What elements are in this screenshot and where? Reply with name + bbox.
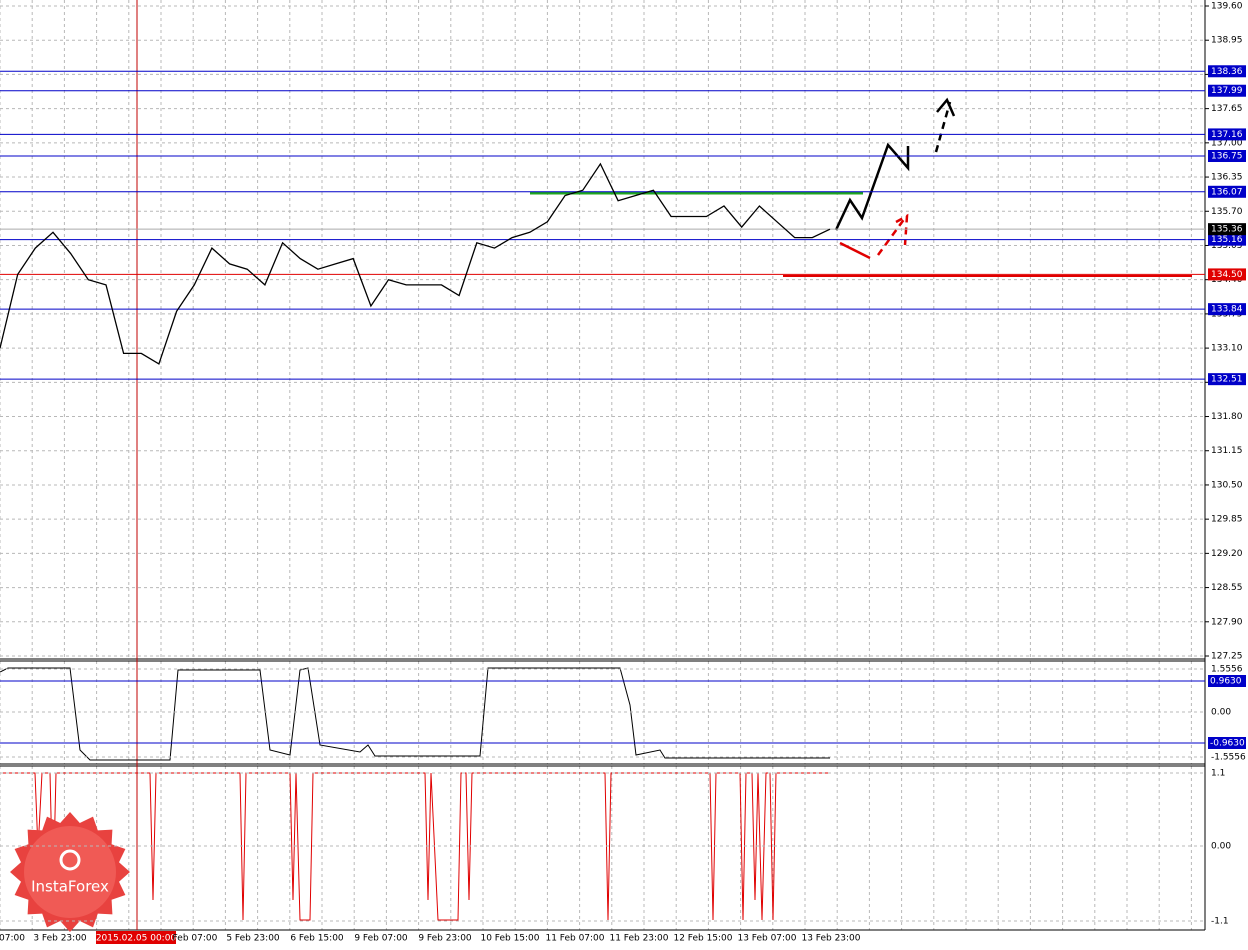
price-tick-label: 127.25 — [1211, 652, 1243, 662]
level-label: 137.99 — [1211, 86, 1243, 96]
level-label-box — [1208, 185, 1246, 198]
time-marker-box — [96, 931, 176, 944]
level-label: 134.50 — [1211, 270, 1243, 280]
level-label-box — [1208, 373, 1246, 386]
current-price-label: 135.36 — [1211, 225, 1243, 235]
level-label: 136.07 — [1211, 187, 1243, 197]
arrow-head — [895, 213, 909, 246]
indicator-level-label: 0.9630 — [1210, 677, 1242, 687]
arrow-head — [936, 97, 956, 117]
logo: InstaForex — [10, 812, 130, 932]
level-label-box — [1208, 737, 1246, 749]
indicator-tick-label: -1.5556 — [1211, 753, 1246, 763]
price-tick-label: 138.95 — [1211, 36, 1243, 46]
indicator1-line — [0, 667, 830, 761]
time-label: 07:00 — [0, 934, 25, 944]
level-label: 133.84 — [1211, 305, 1243, 315]
price-tick-label: 127.90 — [1211, 617, 1243, 627]
time-label: 2015.02.05 00:00 — [96, 934, 177, 944]
level-label: 136.75 — [1211, 152, 1243, 162]
price-tick-label: 133.10 — [1211, 344, 1243, 354]
price-tick-label: 139.60 — [1211, 2, 1243, 12]
logo-disc — [24, 826, 116, 918]
time-label: 3 Feb 23:00 — [33, 934, 87, 944]
level-label: 137.16 — [1211, 130, 1243, 140]
indicator-level-label: -0.9630 — [1210, 739, 1245, 749]
indicator-tick-label: -1.1 — [1211, 917, 1229, 927]
level-label: 132.51 — [1211, 375, 1243, 385]
indicator-tick-label: 1.5556 — [1211, 665, 1243, 675]
level-label-box — [1208, 84, 1246, 97]
price-tick-label: 131.15 — [1211, 446, 1243, 456]
forecast-arrow-alt — [876, 217, 907, 256]
price-line — [0, 162, 831, 365]
forecast-arrow — [834, 142, 910, 231]
time-label: 12 Feb 15:00 — [673, 934, 732, 944]
logo-text: InstaForex — [31, 878, 109, 896]
time-label: 9 Feb 23:00 — [418, 934, 472, 944]
level-label-box — [1208, 65, 1246, 78]
indicator-tick-label: 0.00 — [1211, 708, 1231, 718]
indicator2-line — [0, 772, 830, 921]
indicator-tick-label: 0.00 — [1211, 842, 1231, 852]
level-label: 138.36 — [1211, 67, 1243, 77]
price-tick-label: 131.80 — [1211, 412, 1243, 422]
price-tick-label: 129.85 — [1211, 515, 1243, 525]
level-label-box — [1208, 303, 1246, 316]
forecast-arrow-alt — [839, 241, 871, 260]
time-label: 10 Feb 15:00 — [480, 934, 539, 944]
current-price-box — [1208, 223, 1246, 236]
indicator-tick-label: 1.1 — [1211, 769, 1225, 779]
level-label-box — [1208, 268, 1246, 281]
time-label: 13 Feb 07:00 — [737, 934, 796, 944]
time-label: 6 Feb 15:00 — [290, 934, 344, 944]
time-label: 5 Feb 23:00 — [226, 934, 280, 944]
time-label: 11 Feb 23:00 — [609, 934, 668, 944]
forecast-arrow — [934, 101, 952, 153]
price-tick-label: 129.20 — [1211, 549, 1243, 559]
level-label: 135.16 — [1211, 235, 1243, 245]
level-label-box — [1208, 128, 1246, 141]
level-label-box — [1208, 150, 1246, 162]
level-label-box — [1208, 233, 1246, 246]
logo-icon — [59, 849, 81, 871]
price-tick-label: 130.50 — [1211, 480, 1243, 490]
price-tick-label: 135.70 — [1211, 207, 1243, 217]
level-label-box — [1208, 675, 1246, 687]
time-label: 9 Feb 07:00 — [354, 934, 408, 944]
price-tick-label: 137.65 — [1211, 104, 1243, 114]
price-tick-label: 128.55 — [1211, 583, 1243, 593]
price-tick-label: 135.05 — [1211, 241, 1243, 251]
time-label: Feb 07:00 — [173, 934, 218, 944]
time-label: 11 Feb 07:00 — [545, 934, 604, 944]
price-tick-label: 137.00 — [1211, 138, 1243, 148]
price-tick-label: 136.35 — [1211, 173, 1243, 183]
time-label: 13 Feb 23:00 — [801, 934, 860, 944]
